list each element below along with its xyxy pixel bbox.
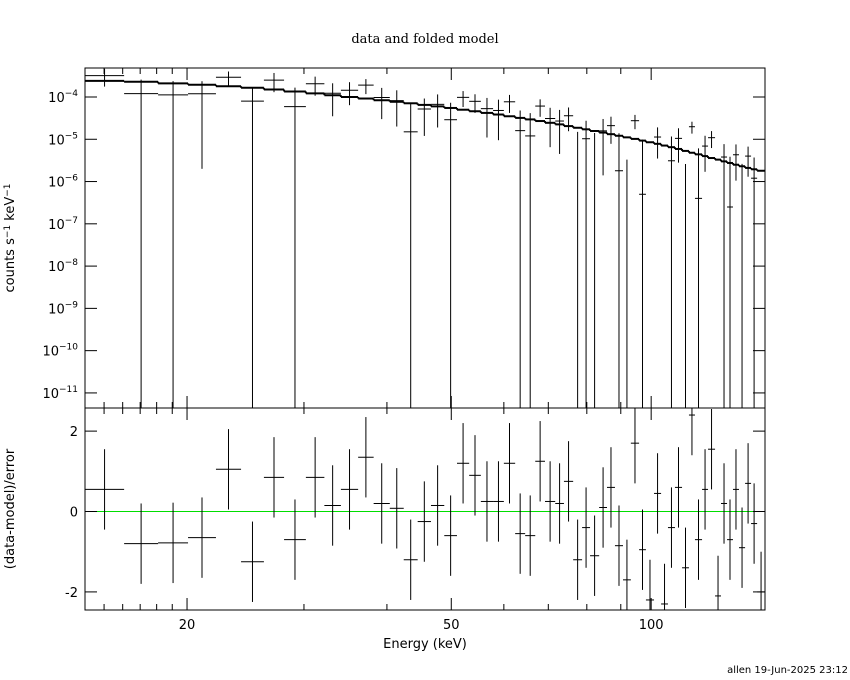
- y-tick-label: 10−11: [42, 385, 78, 402]
- y-tick-exponent: −8: [65, 258, 79, 268]
- y-tick-label: 10−8: [48, 258, 78, 275]
- y-tick-base: 10: [42, 387, 59, 402]
- y-tick-base: 10: [42, 345, 59, 360]
- y-tick-label: 10−10: [42, 343, 78, 360]
- residual-frame: [84, 407, 766, 611]
- spectrum-marks: [85, 68, 765, 408]
- y-tick-label: 0: [70, 506, 78, 521]
- y-axis-label: (data-model)/error: [3, 448, 18, 569]
- y-axis-label-part: −1: [3, 225, 13, 238]
- residual-marks: [85, 408, 765, 610]
- y-tick-label: -2: [65, 586, 78, 601]
- y-tick-exponent: −10: [59, 343, 78, 353]
- y-tick-exponent: −4: [65, 89, 79, 99]
- y-tick-label: 10−6: [48, 174, 78, 191]
- y-axis-label-part: −1: [3, 183, 13, 196]
- y-tick-label: 10−7: [48, 216, 78, 233]
- x-tick-label: 20: [179, 618, 196, 633]
- y-tick-label: 10−5: [48, 131, 78, 148]
- y-axis-label-part: counts s: [3, 238, 18, 293]
- footer: allen 19-Jun-2025 23:12: [727, 665, 848, 676]
- y-tick-exponent: −9: [65, 300, 79, 310]
- x-tick-label: 100: [639, 618, 664, 633]
- y-tick-label: 2: [70, 425, 78, 440]
- y-tick-base: 10: [48, 91, 65, 106]
- y-tick-base: 10: [48, 176, 65, 191]
- y-tick-base: 10: [48, 133, 65, 148]
- y-tick-base: 10: [48, 302, 65, 317]
- y-tick-exponent: −6: [65, 174, 79, 184]
- y-tick-exponent: −7: [65, 216, 78, 226]
- y-tick-base: 10: [48, 218, 65, 233]
- y-tick-exponent: −11: [59, 385, 78, 395]
- y-tick-base: 10: [48, 260, 65, 275]
- y-axis-label-part: keV: [3, 197, 18, 225]
- x-axis-label: Energy (keV): [383, 637, 467, 652]
- y-tick-label: 10−9: [48, 300, 78, 317]
- chart-title: data and folded model: [351, 32, 498, 47]
- y-axis-label: counts s−1 keV−1: [3, 183, 18, 292]
- y-tick-label: 10−4: [48, 89, 78, 106]
- y-tick-exponent: −5: [65, 131, 78, 141]
- x-tick-label: 50: [443, 618, 460, 633]
